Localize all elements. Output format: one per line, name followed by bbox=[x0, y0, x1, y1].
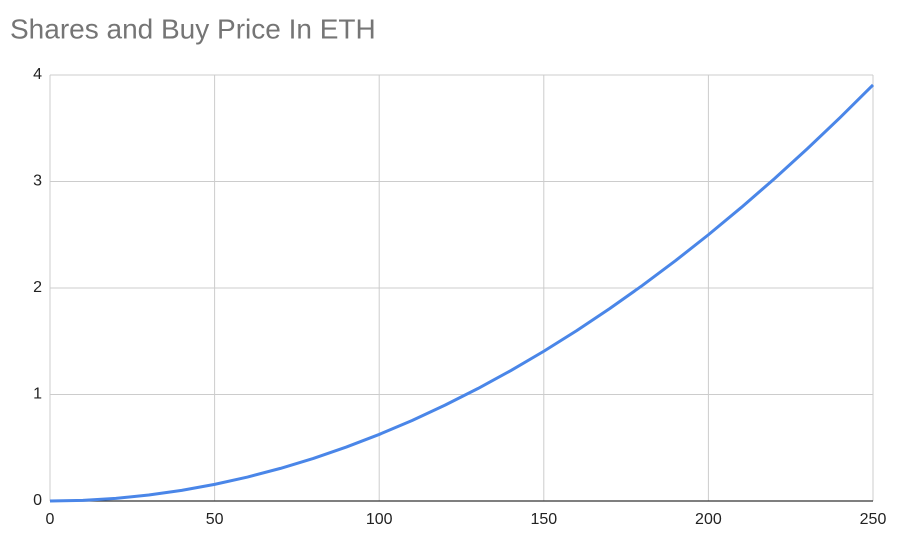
y-tick-label: 0 bbox=[33, 492, 42, 509]
x-tick-label: 100 bbox=[366, 511, 393, 528]
y-tick-label: 1 bbox=[33, 386, 42, 403]
x-tick-label: 200 bbox=[695, 511, 722, 528]
chart-title: Shares and Buy Price In ETH bbox=[10, 13, 376, 44]
y-tick-label: 2 bbox=[33, 279, 42, 296]
x-tick-label: 0 bbox=[46, 511, 55, 528]
x-tick-label: 250 bbox=[860, 511, 887, 528]
x-tick-label: 150 bbox=[530, 511, 557, 528]
y-tick-label: 3 bbox=[33, 173, 42, 190]
y-tick-label: 4 bbox=[33, 66, 42, 83]
x-tick-label: 50 bbox=[206, 511, 224, 528]
data-line bbox=[49, 83, 875, 503]
